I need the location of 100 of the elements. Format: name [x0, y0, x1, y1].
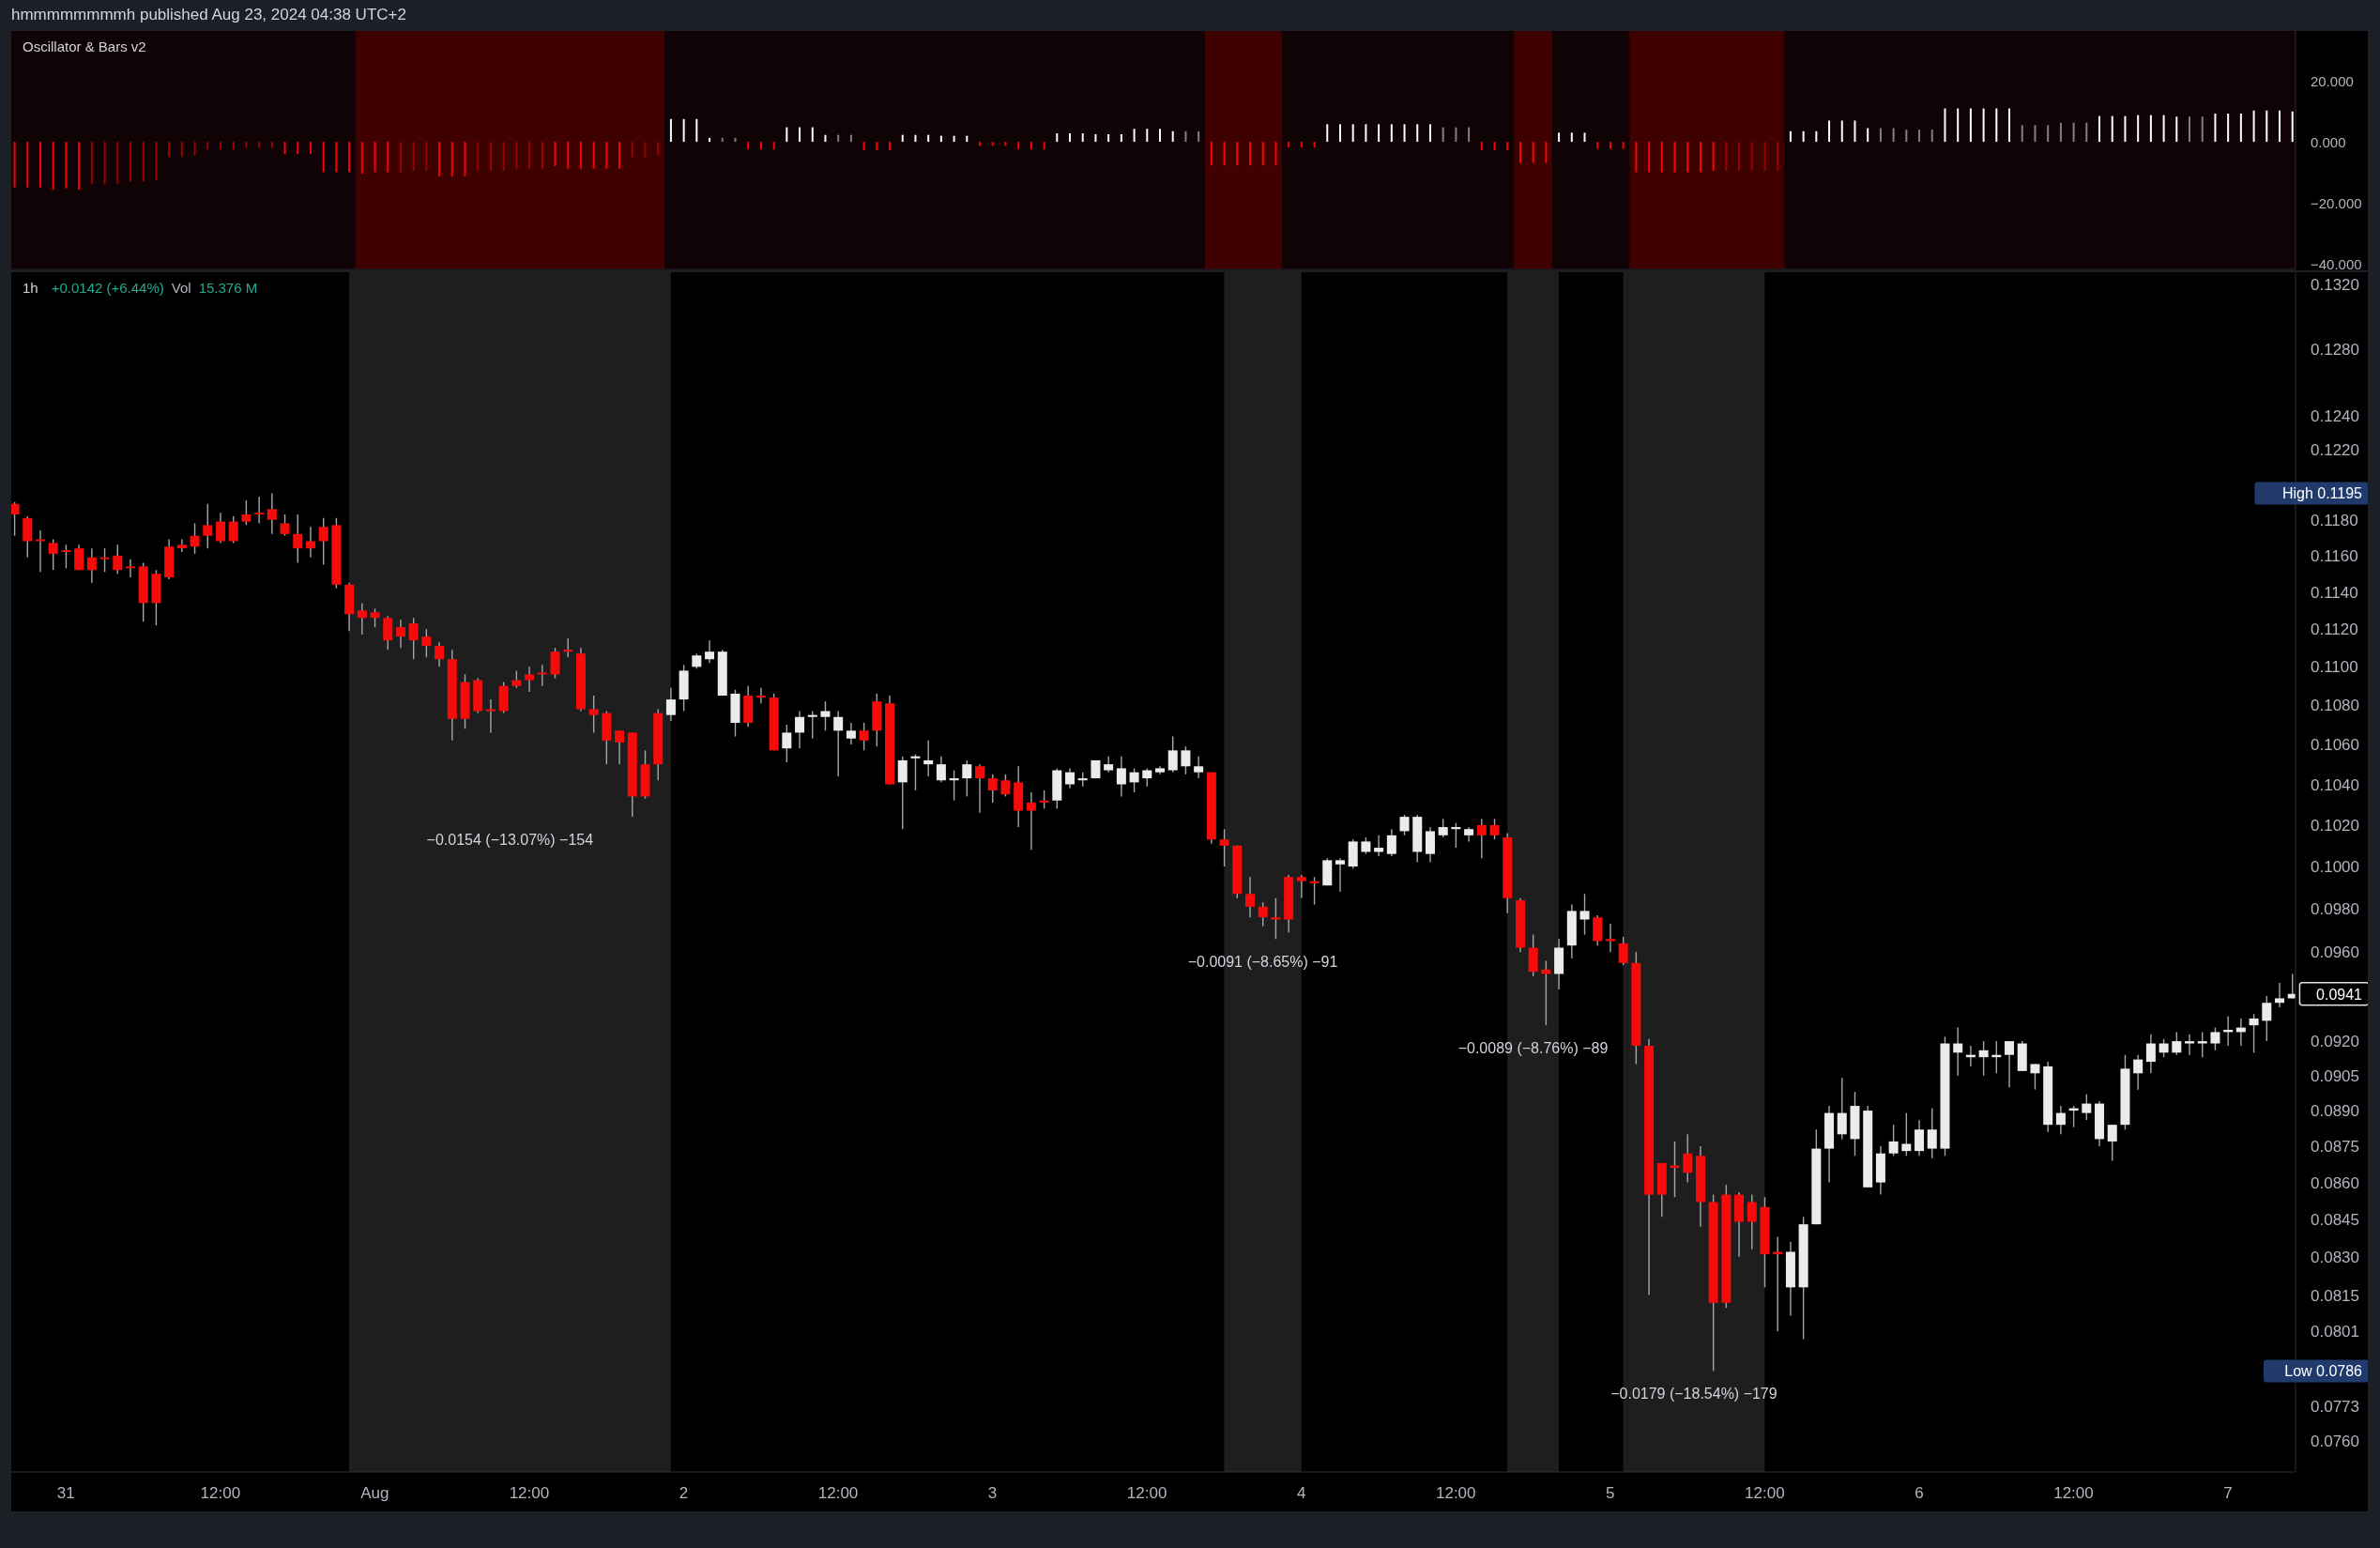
bar [579, 142, 582, 169]
candlestick [1000, 774, 1011, 798]
bar [1288, 142, 1290, 147]
bar [2149, 115, 2152, 143]
bar [2008, 108, 2011, 143]
bar [1403, 124, 1406, 143]
candlestick [1399, 814, 1410, 836]
candlestick [2107, 1124, 2117, 1162]
candlestick [370, 607, 380, 628]
bar [1159, 129, 1161, 143]
y-tick-label: 0.1100 [2311, 658, 2358, 677]
y-tick-label: 0.1000 [2311, 858, 2359, 877]
y-tick-label: 0.1080 [2311, 697, 2359, 715]
candlestick [525, 666, 535, 693]
y-tick-label: 0.1060 [2311, 736, 2359, 755]
candlestick [1181, 745, 1191, 775]
bar [1777, 142, 1779, 171]
candlestick [1438, 818, 1448, 838]
bar [360, 142, 363, 175]
bar [1867, 128, 1869, 143]
candlestick [1039, 789, 1049, 810]
bar [258, 142, 261, 148]
candlestick [2249, 1013, 2259, 1053]
x-tick-label: 12:00 [1745, 1484, 1785, 1503]
bar [1854, 120, 1856, 143]
candlestick [936, 755, 946, 784]
bar [322, 142, 325, 173]
candlestick [435, 641, 445, 668]
bar [1596, 142, 1599, 149]
candlestick [2275, 982, 2284, 1008]
bar [39, 142, 41, 188]
bar [1828, 120, 1831, 143]
bar [2047, 125, 2050, 143]
candlestick [2210, 1026, 2220, 1051]
bar [1840, 120, 1843, 143]
candlestick [176, 538, 187, 553]
bar [2201, 116, 2204, 143]
bar [1480, 142, 1483, 151]
bar [799, 127, 801, 143]
bar [1982, 108, 1985, 143]
bar [1802, 130, 1805, 143]
bar [1313, 142, 1316, 147]
bar [2279, 110, 2281, 143]
bar [78, 142, 81, 191]
bar [1763, 142, 1766, 171]
bar [1428, 124, 1431, 143]
bar [387, 142, 389, 173]
candlestick [1541, 959, 1551, 1026]
bar [283, 142, 286, 155]
candlestick [1258, 901, 1268, 927]
candlestick [48, 538, 58, 571]
candlestick [897, 755, 908, 830]
bar [979, 142, 982, 146]
y-tick-label: 0.0830 [2311, 1248, 2359, 1266]
y-tick-label: High 0.1195 [2281, 485, 2363, 502]
candlestick [2133, 1054, 2144, 1091]
text: 1h [23, 280, 38, 296]
candlestick [846, 722, 856, 745]
bar [592, 142, 595, 169]
y-tick-label: 0.0920 [2311, 1033, 2359, 1051]
bar [721, 137, 724, 143]
bar [1274, 142, 1277, 166]
bar [374, 142, 376, 173]
candlestick [408, 617, 419, 660]
x-tick-label: 12:00 [2053, 1484, 2094, 1503]
text: hmmmmmmmmh published Aug 23, 2024 04:38 UTC+2 [11, 6, 406, 23]
candlestick [1773, 1235, 1783, 1332]
candlestick [910, 753, 921, 791]
bar [541, 142, 543, 169]
bar [1017, 142, 1020, 150]
y-tick-label: 0.1320 [2311, 276, 2359, 295]
bar [1107, 134, 1110, 143]
y-tick-label: 0.1280 [2311, 341, 2359, 360]
candlestick [2145, 1034, 2156, 1075]
x-tick-label: 31 [56, 1484, 75, 1503]
candlestick [318, 517, 328, 566]
bar [1686, 142, 1689, 173]
bar [1184, 130, 1187, 143]
y-tick-label: 0.0905 [2311, 1066, 2359, 1085]
text: Oscillator & Bars v2 [23, 38, 146, 54]
candlestick [1978, 1040, 1989, 1077]
candlestick [113, 544, 123, 575]
band-label: −0.0091 (−8.65%) −91 [1187, 954, 1338, 971]
bar [1725, 142, 1728, 171]
bar [2252, 110, 2255, 143]
y-tick-label: 0.1220 [2311, 441, 2359, 460]
bar [1056, 133, 1059, 143]
candlestick [61, 544, 71, 570]
bar [2124, 115, 2127, 143]
y-tick-label: 0.1160 [2311, 546, 2358, 565]
bar [1545, 142, 1548, 163]
bar [901, 134, 904, 143]
candlestick [2262, 995, 2272, 1042]
candlestick [1386, 828, 1396, 857]
candlestick [395, 619, 405, 649]
bar [206, 142, 209, 150]
bar [1738, 142, 1741, 171]
bar [1648, 142, 1651, 173]
bar [65, 142, 68, 189]
band-label: −0.0089 (−8.76%) −89 [1457, 1040, 1609, 1057]
